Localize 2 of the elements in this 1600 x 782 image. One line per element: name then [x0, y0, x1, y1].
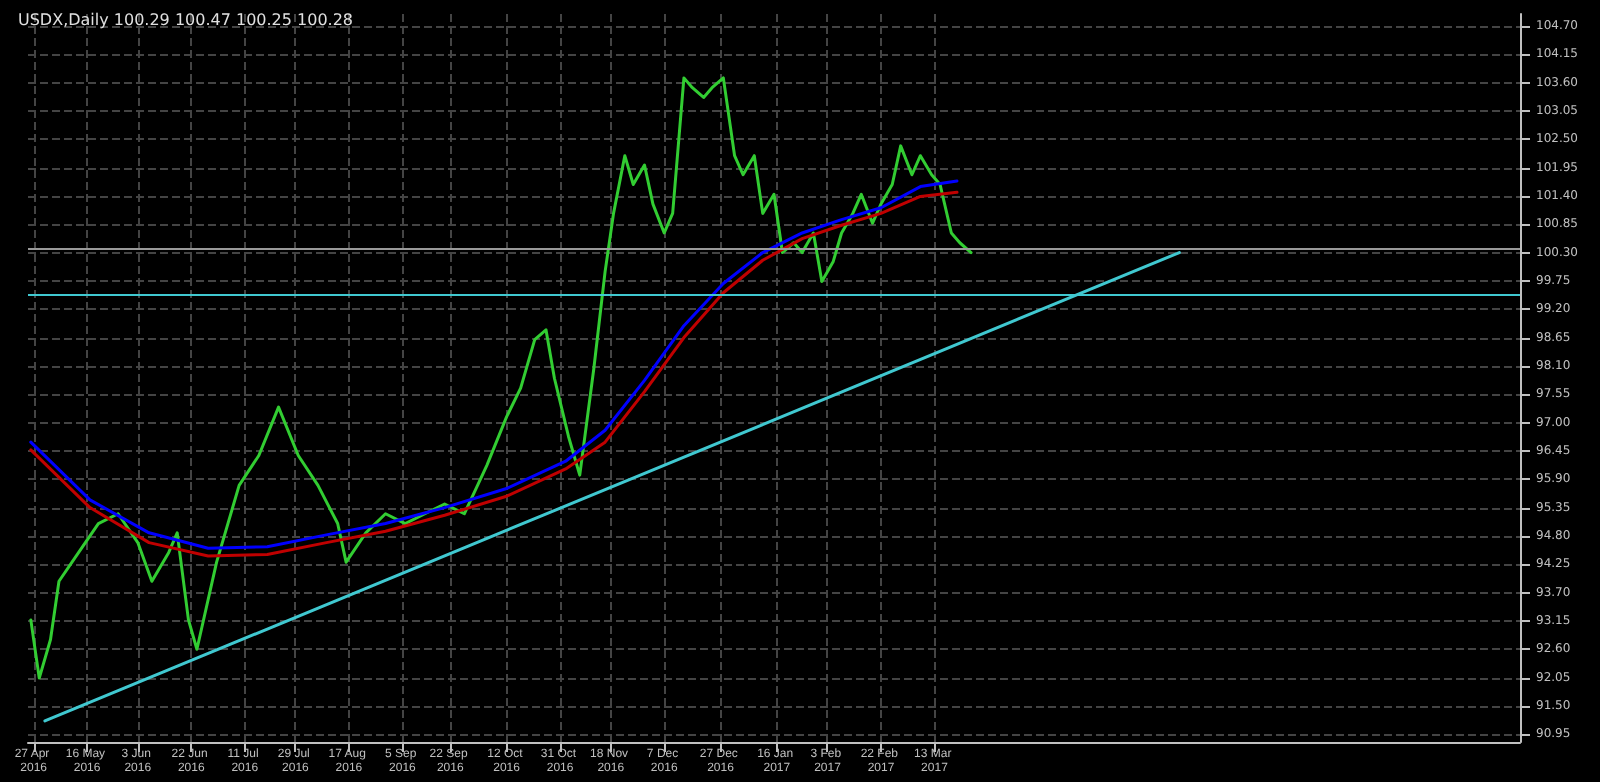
line-series	[29, 76, 973, 680]
chart-title: USDX,Daily 100.29 100.47 100.25 100.28	[18, 11, 353, 29]
